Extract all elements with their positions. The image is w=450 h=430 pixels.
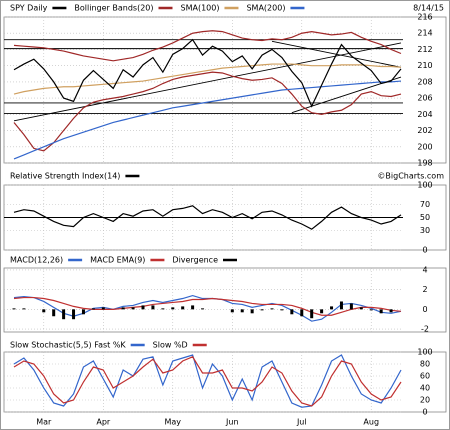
legend-entry: SMA(100) [181,4,220,13]
y-tick-label: 204 [417,110,432,119]
legend-entry: SMA(200) [246,4,285,13]
bar [240,309,244,313]
y-tick-label: 50 [420,213,430,222]
panel-frame [3,351,447,413]
trend-line [13,42,402,122]
y-tick-label: 200 [417,142,432,151]
panel-frame [3,267,447,333]
bar [250,309,254,314]
bar [330,306,334,310]
y-tick-label: 202 [417,126,432,135]
y-tick-label: 216 [417,13,432,22]
bar [270,308,274,310]
legend-entry: Slow %D [153,341,188,350]
series-line [13,30,402,62]
legend-entry: Divergence [172,256,218,265]
bar [310,309,314,319]
y-tick-label: 2 [422,285,427,294]
y-tick-label: -2 [421,325,429,334]
bar [181,306,185,310]
y-tick-label: 4 [422,265,427,274]
y-tick-label: 210 [417,61,432,70]
series-line [13,356,402,407]
bar [72,309,76,320]
bar [131,307,135,310]
date-label: 8/14/15 [413,4,444,13]
series-line [13,80,402,160]
bar [300,309,304,317]
bar [290,309,294,315]
bar [141,305,145,310]
bar [62,309,66,320]
bar [52,309,56,317]
bar [201,308,205,310]
x-tick-label: Apr [96,418,111,427]
y-tick-label: 30 [420,226,430,235]
bar [389,309,393,313]
legend-entry: MACD EMA(9) [90,256,145,265]
bar [260,309,264,311]
x-tick-label: Mar [36,418,52,427]
chart-title: SPY Daily [10,4,48,13]
y-tick-label: 214 [417,29,432,38]
bar [349,303,353,310]
y-tick-label: 100 [417,348,432,357]
bar [379,309,383,314]
legend-entry: Bollinger Bands(20) [74,4,153,13]
bar [121,307,125,310]
y-tick-label: 100 [417,181,432,190]
y-tick-label: 60 [420,372,430,381]
y-tick-label: 80 [420,360,430,369]
bar [101,307,105,310]
y-tick-label: 20 [420,396,430,405]
y-tick-label: 212 [417,45,432,54]
series-line [13,205,402,230]
y-tick-label: 0 [422,246,427,255]
panel-frame [3,16,447,164]
bar [230,309,234,313]
bar [42,309,46,313]
bar [280,309,284,311]
y-tick-label: 198 [417,159,432,168]
y-tick-label: 208 [417,77,432,86]
bar [91,308,95,310]
legend-entry: Relative Strength Index(14) [10,172,120,181]
x-tick-label: Jun [225,418,239,427]
series-line [13,71,402,152]
series-line [13,296,402,316]
bar [339,301,343,310]
series-line [13,63,402,95]
x-tick-label: May [164,418,181,427]
bar [320,309,324,314]
bar [151,305,155,310]
bar [369,309,373,311]
y-tick-label: 40 [420,384,430,393]
credit: ©BigCharts.com [377,172,444,181]
y-tick-label: 206 [417,94,432,103]
series-line [13,38,402,108]
y-tick-label: 0 [422,408,427,417]
legend-entry: MACD(12,26) [10,256,63,265]
bar [81,309,85,315]
bar [359,307,363,310]
bar [12,308,16,310]
x-tick-label: Jul [296,418,307,427]
bar [161,308,165,310]
x-tick-label: Aug [363,418,379,427]
bar [171,307,175,310]
bar [22,308,26,310]
legend-entry: Slow Stochastic(5,5) Fast %K [10,341,126,350]
y-tick-label: 70 [420,200,430,209]
bar [191,305,195,310]
y-tick-label: 0 [422,305,427,314]
series-line [13,354,402,408]
